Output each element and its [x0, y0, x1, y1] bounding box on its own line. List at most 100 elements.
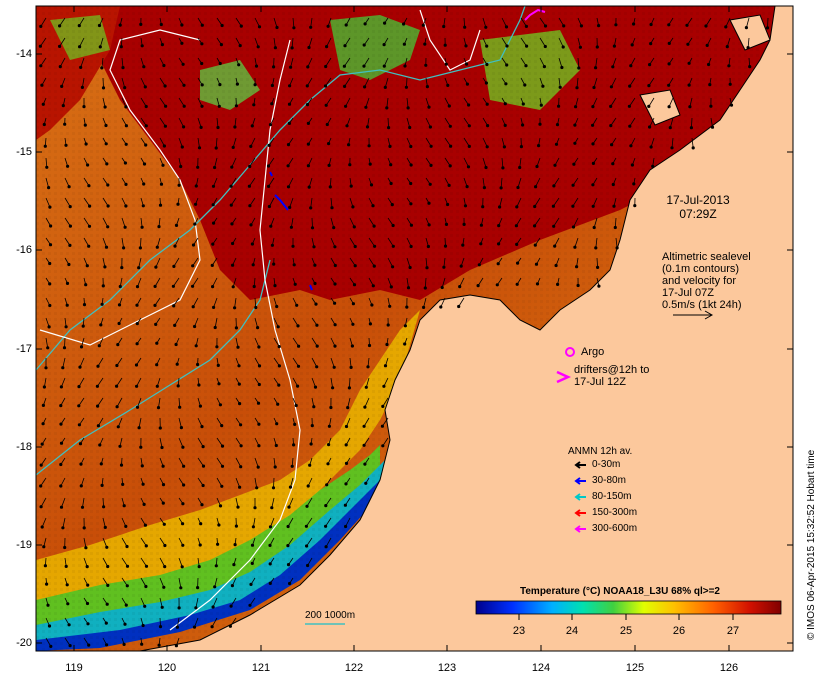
velocity-arrow-head [286, 185, 291, 189]
velocity-arrow-head [137, 266, 141, 270]
velocity-arrow-head [367, 343, 372, 348]
velocity-arrow-head [388, 304, 392, 308]
velocity-arrow [441, 277, 446, 288]
velocity-arrow-head [428, 125, 432, 129]
velocity-arrow-head [287, 84, 292, 88]
velocity-arrow [463, 137, 470, 147]
velocity-arrow [330, 197, 333, 208]
velocity-arrow-head [327, 163, 331, 167]
lon-label: 124 [531, 662, 551, 674]
velocity-arrow [121, 217, 126, 228]
velocity-arrow-head [667, 105, 671, 109]
velocity-arrow [325, 57, 332, 67]
velocity-arrow [83, 537, 87, 548]
velocity-arrow-head [77, 404, 81, 408]
velocity-arrow [349, 377, 351, 388]
velocity-arrow-head [448, 164, 452, 168]
velocity-arrow-head [135, 284, 140, 289]
velocity-arrow-head [533, 243, 537, 247]
velocity-arrow [211, 617, 218, 627]
velocity-arrow-head [63, 545, 67, 550]
velocity-arrow-head [105, 602, 109, 606]
velocity-arrow [234, 297, 237, 308]
velocity-arrow [178, 417, 182, 428]
velocity-arrow-head [155, 245, 159, 249]
velocity-arrow-head [104, 621, 108, 625]
velocity-arrow-head [46, 186, 51, 190]
velocity-arrow [249, 177, 256, 187]
velocity-arrow-head [85, 264, 89, 268]
velocity-arrow-head [48, 282, 52, 286]
velocity-arrow-head [249, 223, 253, 227]
velocity-arrow-head [210, 263, 214, 267]
velocity-arrow [306, 517, 313, 527]
velocity-arrow-head [463, 204, 468, 208]
velocity-arrow-head [287, 581, 292, 586]
velocity-arrow-head [609, 104, 613, 109]
velocity-arrow-head [409, 181, 413, 186]
velocity-arrow-head [382, 42, 386, 47]
velocity-arrow [97, 397, 104, 407]
velocity-arrow-head [40, 83, 44, 87]
velocity-arrow-head [345, 124, 349, 128]
velocity-arrow [140, 237, 142, 248]
velocity-arrow-head [535, 164, 539, 169]
velocity-arrow-head [443, 244, 448, 248]
velocity-arrow-head [199, 125, 203, 130]
velocity-arrow-head [409, 144, 413, 149]
velocity-arrow-head [84, 142, 88, 146]
velocity-arrow-head [158, 426, 162, 430]
velocity-arrow-head [139, 22, 143, 26]
velocity-arrow-head [218, 61, 222, 66]
velocity-arrow-head [97, 344, 101, 348]
velocity-arrow [306, 497, 313, 507]
velocity-arrow-head [85, 601, 90, 606]
velocity-arrow-head [86, 622, 90, 626]
velocity-arrow-head [685, 23, 689, 27]
velocity-arrow-head [561, 45, 565, 49]
velocity-arrow-head [135, 405, 140, 409]
velocity-arrow-head [142, 502, 146, 506]
velocity-arrow-head [181, 522, 185, 526]
velocity-arrow-head [332, 365, 336, 369]
velocity-arrow [64, 217, 71, 227]
velocity-arrow-head [144, 584, 148, 589]
velocity-arrow-head [409, 244, 413, 249]
velocity-arrow-head [154, 265, 158, 269]
velocity-arrow [64, 337, 66, 348]
velocity-arrow-head [535, 282, 540, 286]
velocity-arrow-head [124, 182, 128, 186]
velocity-arrow-head [323, 84, 328, 88]
velocity-arrow-head [101, 284, 105, 288]
velocity-arrow-head [591, 204, 595, 208]
velocity-arrow-head [744, 25, 749, 30]
velocity-arrow-head [323, 524, 328, 528]
velocity-arrow-head [729, 103, 734, 107]
velocity-arrow-head [706, 62, 711, 67]
velocity-arrow [423, 297, 427, 308]
velocity-arrow-head [231, 241, 235, 246]
velocity-arrow-head [40, 525, 44, 529]
velocity-arrow [159, 117, 166, 127]
velocity-arrow-head [257, 25, 262, 29]
velocity-arrow-head [193, 324, 197, 329]
velocity-arrow-head [117, 321, 121, 326]
velocity-arrow-head [305, 103, 310, 107]
velocity-arrow-head [211, 284, 215, 289]
velocity-arrow-head [515, 261, 520, 265]
velocity-arrow [40, 497, 47, 507]
velocity-arrow-head [409, 202, 413, 206]
velocity-arrow-head [276, 325, 280, 329]
velocity-arrow [406, 117, 411, 128]
velocity-arrow-head [467, 144, 471, 148]
velocity-arrow [615, 237, 618, 248]
velocity-arrow-head [324, 64, 328, 69]
velocity-arrow-head [87, 184, 91, 188]
velocity-arrow-head [524, 24, 529, 28]
velocity-arrow [349, 237, 356, 247]
velocity-arrow-head [59, 422, 63, 426]
velocity-arrow-head [647, 62, 652, 67]
velocity-arrow [382, 417, 389, 427]
velocity-arrow [520, 37, 527, 47]
velocity-arrow-head [270, 506, 274, 510]
